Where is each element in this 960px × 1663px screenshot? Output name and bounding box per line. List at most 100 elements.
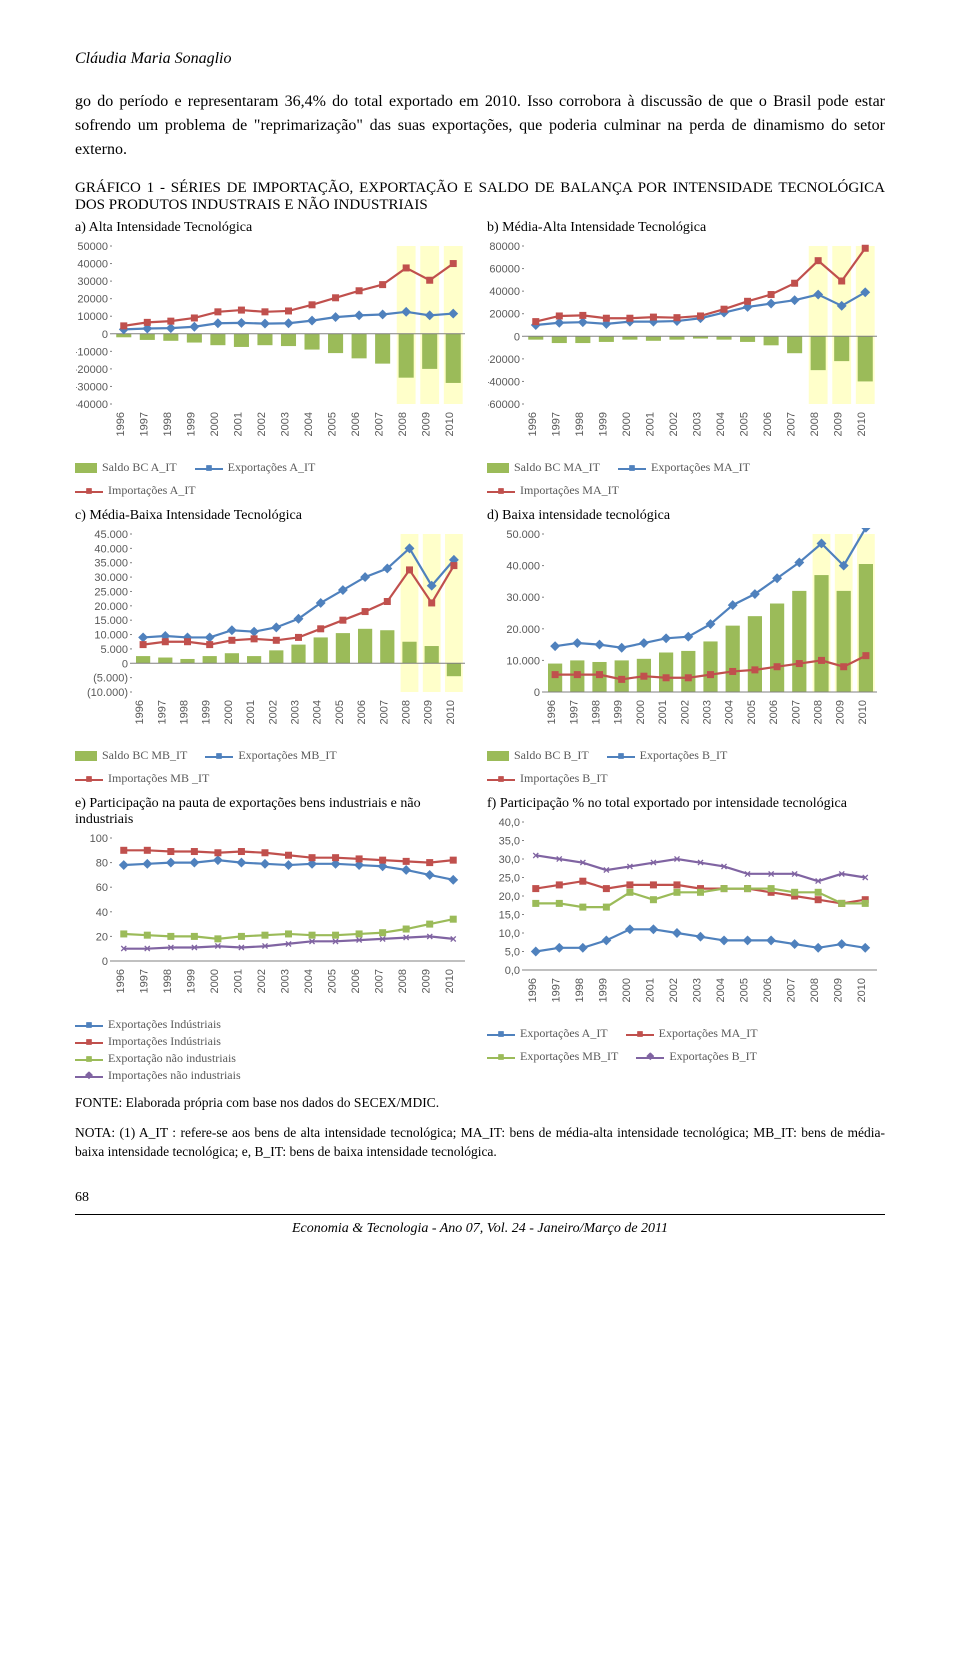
svg-text:2007: 2007 — [374, 412, 386, 436]
svg-text:5,0: 5,0 — [505, 947, 520, 959]
legend-c: Saldo BC MB_IT Exportações MB_IT Importa… — [75, 748, 473, 786]
svg-text:2001: 2001 — [644, 978, 656, 1002]
svg-text:2010: 2010 — [857, 700, 869, 724]
svg-text:2004: 2004 — [715, 412, 727, 436]
svg-text:2007: 2007 — [790, 700, 802, 724]
svg-text:35.000: 35.000 — [94, 558, 128, 570]
svg-text:0: 0 — [102, 329, 108, 341]
svg-text:1998: 1998 — [162, 969, 174, 993]
svg-text:20: 20 — [96, 931, 108, 943]
svg-text:2007: 2007 — [374, 969, 386, 993]
panel-a: a) Alta Intensidade Tecnológica -40000-3… — [75, 218, 473, 498]
svg-text:2000: 2000 — [635, 700, 647, 724]
svg-text:×: × — [579, 856, 586, 870]
svg-text:×: × — [838, 867, 845, 881]
svg-text:2001: 2001 — [232, 969, 244, 993]
panel-f: f) Participação % no total exportado por… — [487, 794, 885, 1083]
svg-text:1996: 1996 — [115, 969, 127, 993]
svg-text:2006: 2006 — [762, 978, 774, 1002]
svg-text:×: × — [862, 871, 869, 885]
svg-text:×: × — [309, 934, 316, 948]
svg-text:2001: 2001 — [644, 412, 656, 436]
svg-text:2009: 2009 — [833, 978, 845, 1002]
svg-text:×: × — [791, 867, 798, 881]
svg-text:2006: 2006 — [768, 700, 780, 724]
svg-text:2003: 2003 — [280, 412, 292, 436]
svg-text:1996: 1996 — [115, 412, 127, 436]
svg-text:2003: 2003 — [692, 412, 704, 436]
legend-e: Exportações Indústriais Importações Indú… — [75, 1017, 473, 1083]
svg-text:×: × — [815, 874, 822, 888]
body-paragraph: go do período e representaram 36,4% do t… — [75, 90, 885, 162]
svg-text:×: × — [214, 939, 221, 953]
svg-text:×: × — [697, 856, 704, 870]
svg-text:1999: 1999 — [185, 969, 197, 993]
svg-text:1997: 1997 — [138, 412, 150, 436]
svg-text:1997: 1997 — [138, 969, 150, 993]
svg-text:25.000: 25.000 — [94, 586, 128, 598]
journal-footer: Economia & Tecnologia - Ano 07, Vol. 24 … — [75, 1214, 885, 1237]
panel-b: b) Média-Alta Intensidade Tecnológica -6… — [487, 218, 885, 498]
svg-text:×: × — [603, 863, 610, 877]
svg-text:30.000: 30.000 — [94, 572, 128, 584]
svg-text:×: × — [626, 859, 633, 873]
svg-text:2000: 2000 — [209, 969, 221, 993]
svg-text:50000: 50000 — [77, 241, 108, 253]
chart-b: -60000-40000-200000200004000060000800001… — [487, 239, 882, 449]
legend-d: Saldo BC B_IT Exportações B_IT Importaçõ… — [487, 748, 885, 786]
svg-text:×: × — [332, 934, 339, 948]
svg-text:2002: 2002 — [668, 978, 680, 1002]
svg-text:15.000: 15.000 — [94, 615, 128, 627]
svg-text:2000: 2000 — [223, 700, 235, 724]
svg-text:×: × — [721, 859, 728, 873]
svg-text:60: 60 — [96, 882, 108, 894]
svg-text:1999: 1999 — [613, 700, 625, 724]
svg-text:(5.000): (5.000) — [93, 673, 128, 685]
svg-text:×: × — [261, 939, 268, 953]
svg-text:35,0: 35,0 — [499, 836, 520, 848]
panel-e: e) Participação na pauta de exportações … — [75, 794, 473, 1083]
subcaption-f: f) Participação % no total exportado por… — [487, 796, 885, 812]
svg-text:1997: 1997 — [550, 412, 562, 436]
svg-text:100: 100 — [90, 833, 108, 845]
svg-text:×: × — [238, 940, 245, 954]
svg-text:1996: 1996 — [546, 700, 558, 724]
svg-text:2008: 2008 — [809, 978, 821, 1002]
svg-text:2001: 2001 — [657, 700, 669, 724]
svg-text:×: × — [285, 937, 292, 951]
svg-text:40.000: 40.000 — [94, 543, 128, 555]
svg-text:-30000: -30000 — [75, 381, 108, 393]
svg-text:2010: 2010 — [445, 700, 457, 724]
svg-text:10000: 10000 — [77, 311, 108, 323]
svg-text:×: × — [426, 929, 433, 943]
svg-text:×: × — [403, 931, 410, 945]
subcaption-b: b) Média-Alta Intensidade Tecnológica — [487, 220, 885, 236]
svg-text:40.000: 40.000 — [506, 561, 540, 573]
svg-text:1997: 1997 — [156, 700, 168, 724]
svg-text:×: × — [650, 856, 657, 870]
svg-text:2002: 2002 — [256, 412, 268, 436]
svg-text:2006: 2006 — [350, 969, 362, 993]
svg-text:1998: 1998 — [162, 412, 174, 436]
svg-text:0: 0 — [514, 331, 520, 343]
svg-text:0: 0 — [102, 956, 108, 968]
chart-f: 0,05,010,015,020,025,030,035,040,0××××××… — [487, 815, 882, 1015]
svg-text:×: × — [356, 933, 363, 947]
svg-text:2007: 2007 — [786, 978, 798, 1002]
svg-text:2005: 2005 — [746, 700, 758, 724]
svg-text:2008: 2008 — [813, 700, 825, 724]
svg-text:2001: 2001 — [232, 412, 244, 436]
svg-text:2005: 2005 — [739, 412, 751, 436]
svg-text:40: 40 — [96, 907, 108, 919]
svg-text:2004: 2004 — [312, 700, 324, 724]
svg-text:2007: 2007 — [378, 700, 390, 724]
svg-text:2005: 2005 — [327, 412, 339, 436]
subcaption-e: e) Participação na pauta de exportações … — [75, 796, 473, 828]
svg-text:1997: 1997 — [550, 978, 562, 1002]
nota-line: NOTA: (1) A_IT : refere-se aos bens de a… — [75, 1123, 885, 1162]
svg-text:10,0: 10,0 — [499, 928, 520, 940]
svg-text:1999: 1999 — [597, 412, 609, 436]
chart-d: 010.00020.00030.00040.00050.000199619971… — [487, 527, 882, 737]
page-number: 68 — [75, 1190, 885, 1206]
svg-text:2002: 2002 — [256, 969, 268, 993]
